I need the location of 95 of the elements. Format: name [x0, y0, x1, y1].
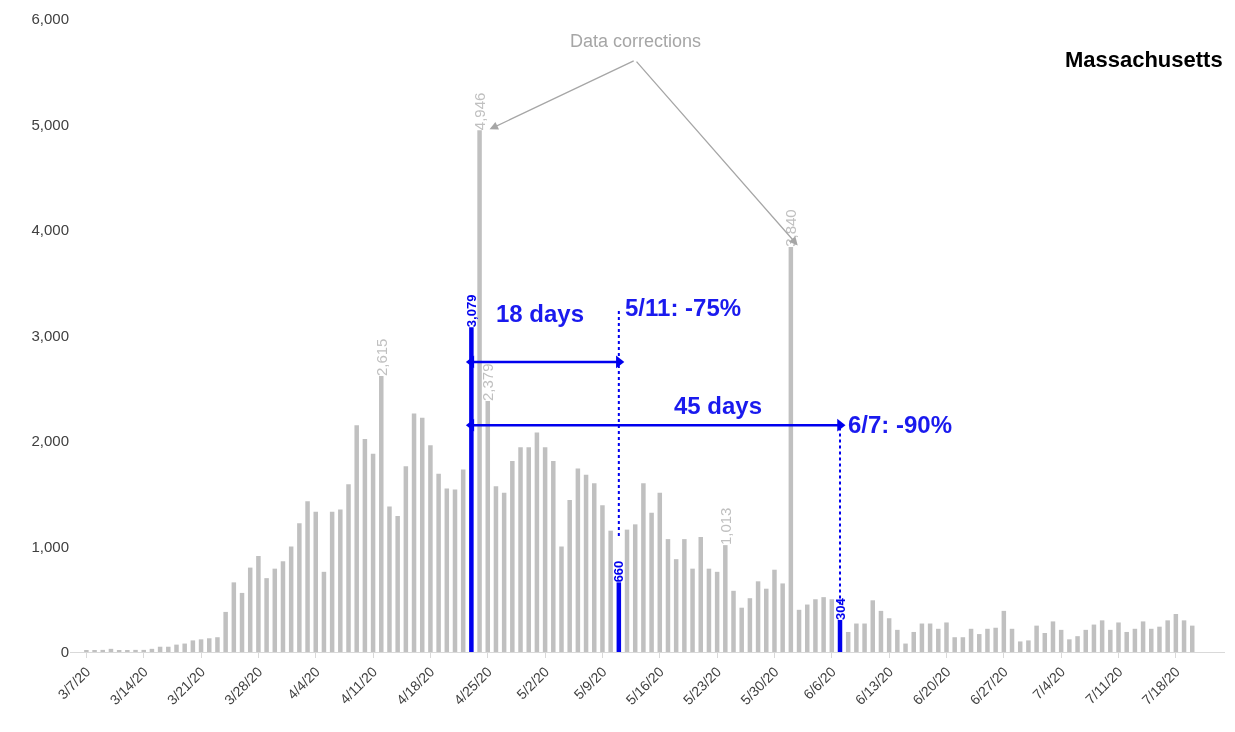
bar	[952, 637, 957, 652]
bar	[1157, 626, 1162, 652]
bar	[1026, 640, 1031, 652]
y-tick-label: 2,000	[31, 432, 69, 450]
bar	[993, 627, 998, 652]
bar	[436, 473, 441, 652]
y-tick-label: 3,000	[31, 326, 69, 344]
bar	[1099, 620, 1105, 652]
bar	[682, 539, 687, 652]
bar	[1075, 636, 1080, 652]
bar	[739, 607, 744, 652]
bar	[469, 327, 474, 652]
bar	[592, 483, 597, 652]
bar	[1124, 631, 1129, 652]
bar	[698, 537, 703, 652]
bar	[215, 637, 220, 652]
y-tick-label: 5,000	[31, 115, 69, 133]
bar	[813, 599, 818, 652]
bar	[559, 546, 564, 652]
bar	[428, 445, 433, 652]
bar	[1181, 620, 1187, 652]
bar	[338, 509, 343, 652]
bar	[198, 639, 204, 652]
bar	[190, 640, 196, 652]
bar	[903, 643, 908, 652]
bar	[387, 506, 392, 652]
annotation: 6/7: -90%	[848, 411, 953, 438]
bar	[1165, 620, 1170, 652]
bar	[649, 512, 654, 652]
bar	[1034, 625, 1039, 652]
bar	[911, 631, 916, 652]
y-tick-label: 4,000	[31, 221, 69, 239]
bar	[1108, 629, 1113, 652]
y-tick-label: 1,000	[31, 537, 69, 555]
bar	[1116, 622, 1121, 652]
bar	[960, 637, 966, 652]
bar	[166, 646, 171, 652]
bar	[731, 590, 736, 652]
bar	[510, 461, 515, 652]
bar	[305, 501, 310, 652]
bar	[608, 530, 613, 652]
bar	[895, 629, 900, 652]
bar	[977, 634, 982, 652]
bar	[256, 556, 261, 652]
bar	[764, 588, 769, 652]
bar	[1140, 621, 1146, 652]
bar	[379, 376, 384, 652]
bar	[854, 623, 859, 652]
annotation: Data corrections	[570, 31, 702, 51]
bar	[526, 447, 531, 652]
bar	[567, 500, 572, 652]
bar	[141, 649, 146, 652]
text: Massachusetts	[1064, 46, 1223, 72]
data-label: 2,615	[372, 338, 390, 377]
annotation: 5/11: -75%	[625, 294, 742, 321]
bar	[133, 649, 138, 652]
bar	[1050, 621, 1056, 652]
annotation: 45 days	[674, 392, 763, 419]
bar	[223, 611, 228, 652]
bar	[551, 461, 556, 652]
data-label: 660	[611, 560, 627, 583]
annotation: 18 days	[496, 300, 585, 327]
bar	[780, 583, 785, 652]
bar	[207, 638, 212, 652]
bar	[346, 484, 351, 652]
bar	[313, 511, 318, 652]
bar	[641, 483, 646, 652]
bar	[723, 545, 728, 652]
bar	[174, 644, 179, 652]
bar	[297, 523, 302, 652]
bar	[518, 447, 523, 652]
data-label: 2,379	[479, 363, 497, 402]
bar	[936, 628, 941, 652]
y-tick-label: 6,000	[31, 10, 69, 28]
bar	[690, 568, 695, 652]
bar	[354, 425, 359, 652]
bar	[1083, 629, 1088, 652]
data-label: 4,946	[471, 92, 489, 131]
bar	[182, 643, 187, 652]
bar	[395, 515, 400, 652]
bar	[772, 569, 777, 652]
data-label: 1,013	[716, 507, 734, 546]
y-tick-label: 0	[60, 643, 69, 661]
bar	[600, 505, 605, 652]
bar	[862, 623, 867, 652]
bar	[821, 597, 826, 652]
bar	[477, 130, 482, 652]
data-label: 3,079	[463, 294, 479, 328]
bar	[1017, 641, 1023, 652]
data-label: 304	[832, 597, 848, 620]
bar	[1067, 639, 1072, 652]
bar	[944, 622, 949, 652]
bar	[1149, 628, 1154, 652]
bar	[264, 578, 269, 652]
bar	[985, 628, 990, 652]
